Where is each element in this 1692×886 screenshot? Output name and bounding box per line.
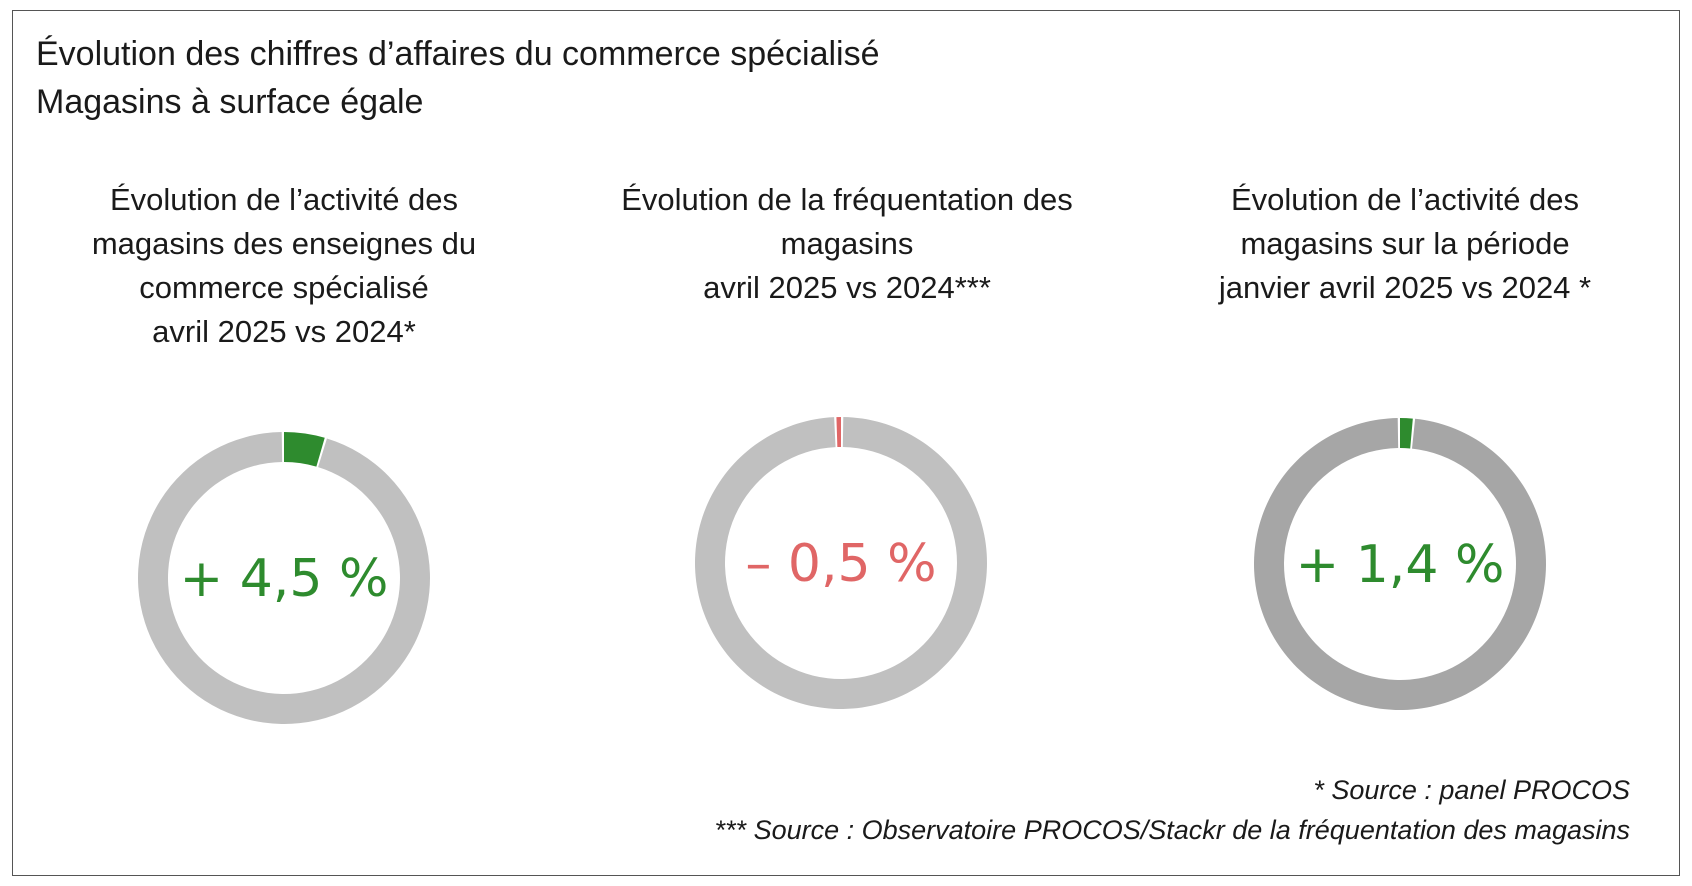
panel-store-activity-april: Évolution de l’activité des magasins des… [14,178,554,354]
chart-title-line-2: Magasins à surface égale [36,83,424,121]
donut-chart-store-activity: + 4,5 % [138,432,430,724]
chart-title: Évolution des chiffres d’affaires du com… [36,30,880,126]
source-note-2: *** Source : Observatoire PROCOS/Stackr … [714,815,1630,845]
panel-title-line: magasins des enseignes du [91,226,477,261]
donut-value-label: + 4,5 % [180,549,389,609]
panel-title-line: Évolution de la fréquentation des [621,182,1073,217]
donut-value-segment [284,432,325,467]
panel-title-line: avril 2025 vs 2024* [152,314,416,349]
panel-title-line: magasins [780,226,914,261]
chart-frame [12,10,1680,876]
panel-title: Évolution de la fréquentation des magasi… [577,178,1117,310]
donut-value-label: – 0,5 % [745,534,936,594]
panel-store-footfall: Évolution de la fréquentation des magasi… [577,178,1117,310]
donut-chart-store-footfall: – 0,5 % [695,417,987,709]
chart-title-line-1: Évolution des chiffres d’affaires du com… [36,35,880,73]
panel-title: Évolution de l’activité des magasins des… [14,178,554,354]
source-notes: * Source : panel PROCOS *** Source : Obs… [715,770,1630,850]
donut-value-segment [836,417,841,448]
panel-store-activity-jan-april: Évolution de l’activité des magasins sur… [1135,178,1675,310]
panel-title-line: magasins sur la période [1240,226,1570,261]
donut-chart-store-activity-period: + 1,4 % [1254,418,1546,710]
panel-title: Évolution de l’activité des magasins sur… [1135,178,1675,310]
panel-title-line: commerce spécialisé [139,270,429,305]
panel-title-line: Évolution de l’activité des [1230,182,1580,217]
donut-value-segment [1400,418,1413,449]
source-note-1: * Source : panel PROCOS [1313,775,1630,805]
panel-title-line: janvier avril 2025 vs 2024 * [1218,270,1592,305]
donut-value-label: + 1,4 % [1296,535,1505,595]
panel-title-line: Évolution de l’activité des [109,182,459,217]
panel-title-line: avril 2025 vs 2024*** [703,270,991,305]
